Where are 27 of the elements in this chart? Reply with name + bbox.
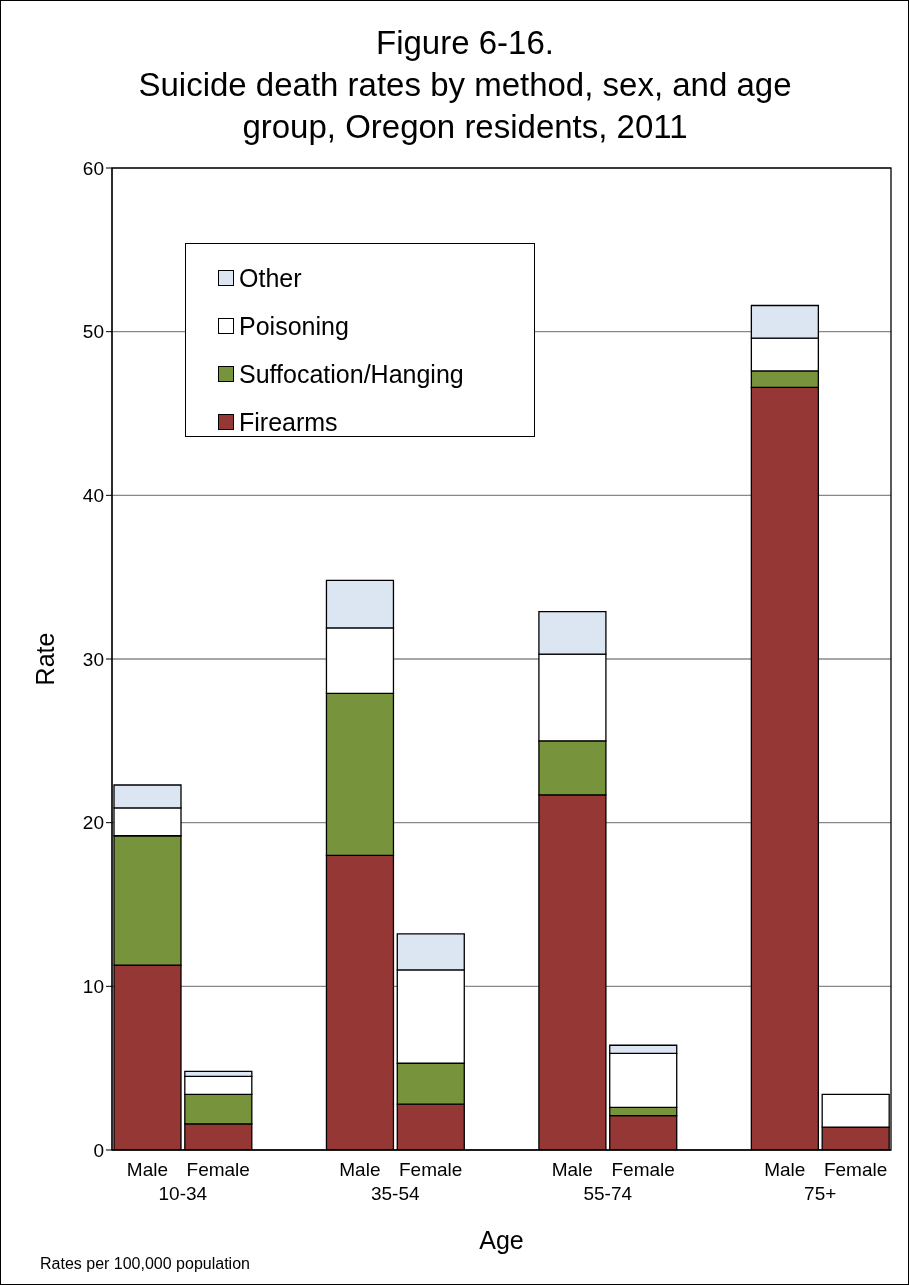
x-axis-title: Age	[478, 1226, 525, 1255]
text: 55-74	[583, 1183, 633, 1204]
y-tick-label: 30	[82, 648, 104, 670]
y-tick-label: 40	[82, 485, 104, 507]
text: 10-34	[158, 1183, 208, 1204]
x-tick-label: Male	[339, 1159, 381, 1180]
x-tick-label: Female	[611, 1159, 675, 1180]
text: 75+	[804, 1183, 837, 1204]
y-tick-label: 50	[82, 321, 104, 343]
x-tick-label: Male	[764, 1159, 806, 1180]
legend-label: Poisoning	[239, 311, 349, 341]
legend-label: Other	[239, 263, 302, 293]
y-tick-label: 20	[82, 812, 104, 834]
x-tick-label: Male	[551, 1159, 593, 1180]
legend-label: Firearms	[239, 407, 338, 437]
chart-title: Figure 6-16. Suicide death rates by method, sex, and age group, Oregon residents, 2011	[137, 23, 793, 147]
text: Rates per 100,000 population	[40, 1255, 250, 1273]
legend-label: Suffocation/Hanging	[239, 359, 464, 389]
x-tick-label: Female	[399, 1159, 463, 1180]
x-tick-label: Female	[823, 1159, 888, 1180]
text: 35-54	[370, 1183, 420, 1204]
y-tick-label: 60	[82, 157, 104, 179]
y-tick-label: 10	[82, 976, 104, 998]
y-axis-title: Rate	[30, 632, 60, 686]
y-tick-label: 0	[93, 1139, 104, 1161]
x-tick-label: Male	[126, 1159, 168, 1180]
x-tick-label: Female	[186, 1159, 250, 1180]
